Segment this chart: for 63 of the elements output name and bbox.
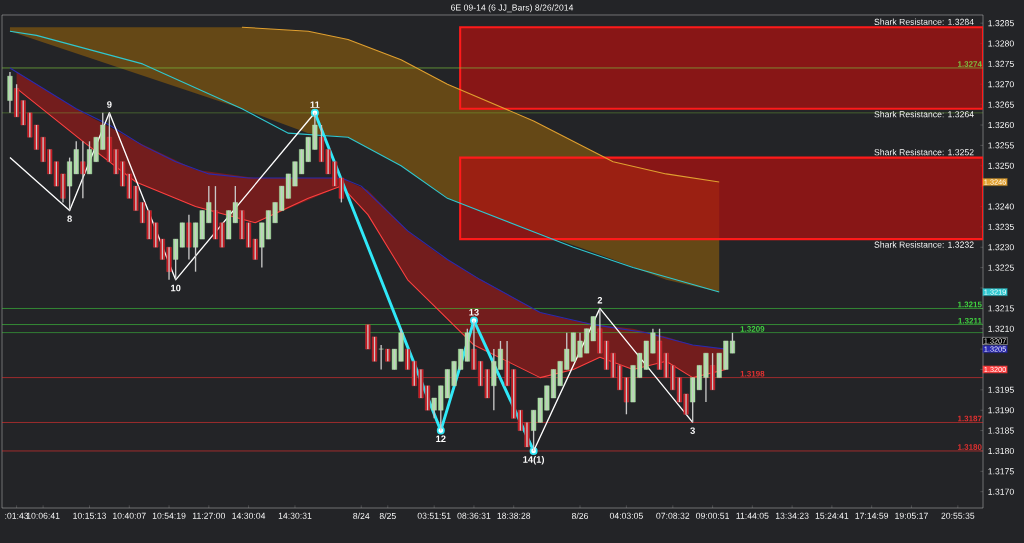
y-tick-label: 1.3285 [988, 20, 1014, 27]
x-tick-label: 20:55:35 [941, 512, 975, 519]
x-tick-label: 18:38:28 [497, 512, 531, 519]
y-tick-label: 1.3210 [988, 325, 1014, 332]
ref-line-label: 1.3187 [957, 415, 982, 422]
y-tick-label: 1.3175 [988, 468, 1014, 475]
y-tick-label: 1.3275 [988, 60, 1014, 67]
y-tick-label: 1.3265 [988, 101, 1014, 108]
y-tick-label: 1.3180 [988, 447, 1014, 455]
y-tick-label: 1.3280 [988, 40, 1014, 47]
y-tick-label: 1.3190 [988, 407, 1014, 414]
y-tick-label: 1.3170 [988, 488, 1014, 495]
annotation: Shark Resistance: 1.3232 [874, 241, 974, 248]
x-tick-label: 15:24:41 [815, 512, 849, 519]
x-tick-label: 08:36:31 [457, 512, 491, 519]
y-tick-label: 1.3225 [988, 264, 1014, 271]
x-tick-label: 04:03:05 [609, 512, 643, 519]
x-tick-label: 10:40:07 [113, 512, 146, 519]
annotation: 14(1) [523, 455, 545, 465]
annotation: 11 [310, 101, 320, 108]
y-tick-label: 1.3260 [988, 121, 1014, 129]
chart-title: 6E 09-14 (6 JJ_Bars) 8/26/2014 [451, 4, 574, 13]
y-tick-label: 1.3255 [988, 142, 1014, 149]
x-tick-label: 11:27:00 [192, 512, 226, 519]
annotation: 3 [690, 427, 695, 434]
y-tick-label: 1.3230 [988, 244, 1014, 251]
x-tick-label: 07:08:32 [656, 512, 690, 519]
y-tick-label: 1.3240 [988, 203, 1014, 210]
y-tick-label: 1.3185 [988, 427, 1014, 434]
ref-line-label: 1.3215 [957, 301, 982, 308]
x-tick-label: 03:51:51 [417, 512, 451, 519]
x-tick-label: 19:05:17 [895, 512, 928, 519]
ref-line-label: 1.3274 [957, 61, 982, 67]
y-tick-label: 1.3270 [988, 81, 1014, 88]
annotation: Shark Resistance: 1.3264 [874, 110, 974, 118]
x-tick-label: 13:34:23 [775, 512, 809, 519]
annotation: Shark Resistance: 1.3252 [874, 148, 974, 156]
x-tick-label: 10:54:19 [152, 512, 186, 519]
y-tick-label: 1.3215 [988, 305, 1014, 312]
y-tick-label: 1.3235 [988, 223, 1014, 230]
ref-line-label: 1.3209 [740, 326, 765, 332]
x-tick-label: 14:30:31 [278, 512, 312, 519]
y-tick-label: 1.3195 [988, 386, 1014, 393]
annotation: 2 [597, 296, 603, 304]
annotation: 9 [107, 101, 112, 108]
x-tick-label: 09:00:51 [696, 512, 730, 519]
x-tick-label: 8/25 [379, 512, 396, 520]
x-tick-label: 8/26 [571, 512, 589, 520]
x-tick-label: 10:15:13 [73, 512, 106, 519]
ref-line-label: 1.3180 [957, 444, 982, 450]
x-tick-label: :01:43 [5, 512, 29, 519]
annotation: 8 [67, 215, 72, 223]
annotation: 13 [469, 309, 479, 316]
x-tick-label: 8/24 [353, 512, 370, 520]
x-tick-label: 11:44:05 [736, 512, 769, 519]
annotation: 12 [436, 435, 446, 443]
annotation: 10 [171, 284, 181, 292]
x-tick-label: 14:30:04 [232, 512, 266, 519]
y-tick-label: 1.3250 [988, 162, 1014, 169]
x-tick-label: 17:14:59 [855, 512, 889, 519]
ref-line-label: 1.3198 [740, 370, 765, 377]
ref-line-label: 1.3211 [958, 317, 982, 324]
annotation: Shark Resistance: 1.3284 [874, 18, 974, 25]
